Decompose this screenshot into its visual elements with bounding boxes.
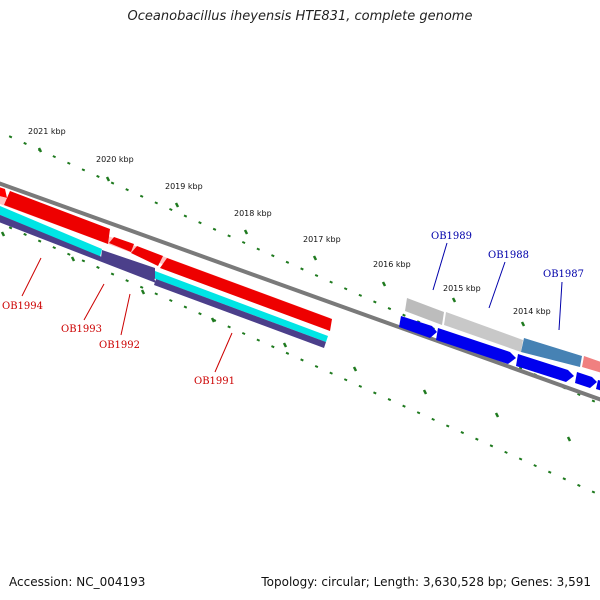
- gray-feature[interactable]: [405, 298, 444, 325]
- rna-feature[interactable]: [153, 271, 328, 342]
- topology-summary: Topology: circular; Length: 3,630,528 bp…: [261, 575, 591, 589]
- gene-labels: OB1994 OB1993 OB1992 OB1991 OB1989 OB198…: [2, 231, 584, 387]
- scale-label-2019: 2019 kbp: [165, 182, 203, 191]
- scale-label-2014: 2014 kbp: [513, 307, 551, 316]
- scale-label-2018: 2018 kbp: [234, 209, 272, 218]
- cds-feature[interactable]: [131, 246, 163, 266]
- gray-feature[interactable]: [444, 312, 523, 352]
- steel-feature[interactable]: [521, 338, 582, 367]
- scale-label-2020: 2020 kbp: [96, 155, 134, 164]
- gene-label-OB1987[interactable]: OB1987: [543, 269, 584, 280]
- rna-feature[interactable]: [0, 206, 102, 257]
- cds-feature[interactable]: [0, 186, 7, 198]
- pink-feature[interactable]: [582, 356, 600, 373]
- outer-tick-row: [0, 130, 600, 405]
- gene-label-OB1993[interactable]: OB1993: [61, 324, 102, 335]
- cds-forward[interactable]: [436, 328, 516, 364]
- pseudo-feature[interactable]: [101, 250, 155, 279]
- scale-label-2017: 2017 kbp: [303, 235, 341, 244]
- scale-labels: 2021 kbp 2020 kbp 2019 kbp 2018 kbp 2017…: [28, 127, 551, 316]
- genome-backbone: [0, 181, 600, 402]
- reverse-cds-row: [0, 186, 332, 331]
- cds-forward[interactable]: [399, 316, 437, 338]
- accession-text: Accession: NC_004193: [9, 575, 146, 589]
- major-ticks: [0, 147, 572, 442]
- forward-feature-row: [399, 298, 600, 392]
- gene-label-OB1994[interactable]: OB1994: [2, 301, 43, 312]
- cds-feature[interactable]: [4, 191, 110, 244]
- label-leaders: [21, 242, 563, 373]
- gene-label-OB1988[interactable]: OB1988: [488, 250, 529, 261]
- gene-label-OB1991[interactable]: OB1991: [194, 376, 235, 387]
- cds-forward[interactable]: [575, 372, 597, 388]
- pseudo-feature[interactable]: [154, 279, 326, 348]
- cds-forward[interactable]: [596, 380, 600, 392]
- gene-label-OB1992[interactable]: OB1992: [99, 340, 140, 351]
- map-title: Oceanobacillus iheyensis HTE831, complet…: [127, 9, 473, 24]
- cds-feature[interactable]: [109, 237, 134, 252]
- scale-label-2015: 2015 kbp: [443, 284, 481, 293]
- cds-forward[interactable]: [516, 354, 574, 382]
- scale-label-2021: 2021 kbp: [28, 127, 66, 136]
- gene-label-OB1989[interactable]: OB1989: [431, 231, 472, 242]
- scale-label-2016: 2016 kbp: [373, 260, 411, 269]
- inner-tick-row: [0, 221, 600, 496]
- pseudo-feature[interactable]: [0, 214, 156, 283]
- cds-feature[interactable]: [160, 258, 332, 331]
